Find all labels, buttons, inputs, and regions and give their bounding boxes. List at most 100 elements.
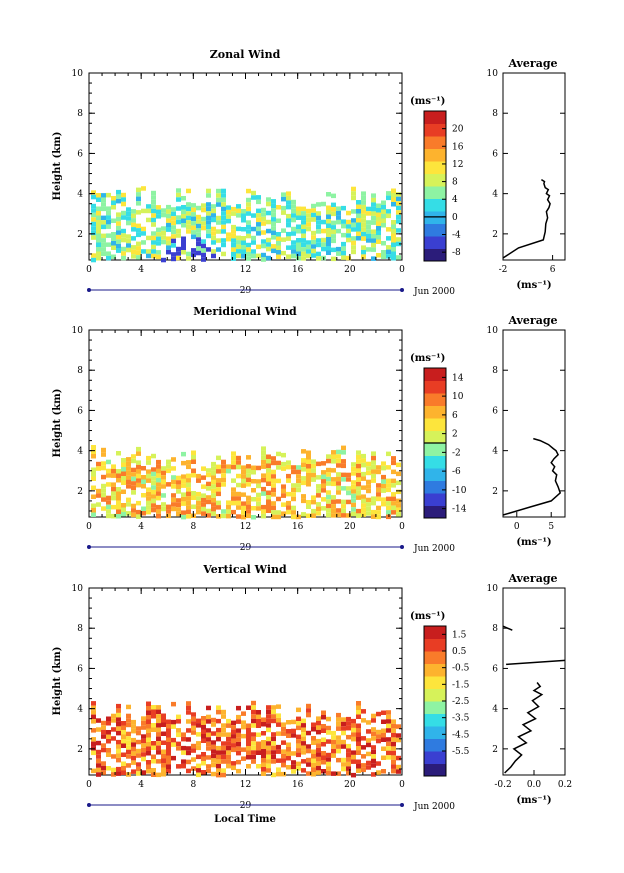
heatmap-cell <box>221 220 226 225</box>
heatmap-cell <box>151 741 156 746</box>
heatmap-cell <box>111 718 116 723</box>
heatmap-cell <box>386 710 391 715</box>
heatmap-cell <box>131 760 136 765</box>
colorbar-swatch <box>424 173 446 187</box>
heatmap-cell <box>111 232 116 237</box>
heatmap-cell <box>306 748 311 754</box>
heatmap-cell <box>171 256 176 262</box>
heatmap-cell <box>326 770 331 776</box>
heatmap-cell <box>331 739 336 745</box>
heatmap-cell <box>276 465 281 470</box>
heatmap-cell <box>246 455 251 460</box>
colorbar-swatch <box>424 405 446 419</box>
heatmap-cell <box>291 213 296 218</box>
heatmap-cell <box>391 483 396 488</box>
heatmap-cell <box>386 728 391 733</box>
heatmap-cell <box>171 475 176 480</box>
heatmap-cell <box>151 213 156 218</box>
heatmap-cell <box>306 708 311 713</box>
heatmap-cell <box>276 713 281 718</box>
heatmap-cell <box>161 772 166 777</box>
heatmap-cell <box>391 233 396 238</box>
heatmap-cell <box>176 741 181 747</box>
heatmap-cell <box>201 725 206 730</box>
heatmap-cell <box>211 502 216 507</box>
heatmap-cell <box>336 219 341 225</box>
heatmap-cell <box>226 732 231 737</box>
heatmap-cell <box>336 454 341 459</box>
heatmap-cell <box>181 496 186 502</box>
heatmap-cell <box>381 465 386 471</box>
profile-y-tick-label: 10 <box>487 326 499 336</box>
heatmap-cell <box>206 513 211 518</box>
heatmap-cell <box>391 238 396 243</box>
colorbar-tick-label: -10 <box>452 486 467 496</box>
heatmap-cell <box>376 496 381 502</box>
heatmap-cell <box>196 723 201 728</box>
heatmap-cell <box>361 195 366 201</box>
heatmap-cell <box>271 745 276 751</box>
heatmap-cell <box>96 772 101 777</box>
heatmap-cell <box>336 210 341 216</box>
heatmap-cell <box>291 199 296 205</box>
heatmap-cell <box>206 714 211 720</box>
heatmap-cell <box>396 764 401 770</box>
heatmap-cell <box>156 750 161 755</box>
heatmap-cell <box>131 724 136 729</box>
heatmap-cell <box>101 251 106 257</box>
heatmap-cell <box>391 247 396 252</box>
heatmap-cell <box>121 721 126 726</box>
heatmap-cell <box>276 236 281 241</box>
heatmap-cell <box>221 513 226 519</box>
heatmap-cell <box>176 498 181 503</box>
heatmap-cell <box>281 452 286 458</box>
heatmap-cell <box>331 247 336 253</box>
heatmap-cell <box>311 248 316 254</box>
heatmap-cell <box>186 746 191 751</box>
heatmap-cell <box>211 461 216 467</box>
heatmap-cell <box>221 727 226 733</box>
heatmap-cell <box>281 210 286 215</box>
heatmap-cell <box>251 479 256 484</box>
heatmap-cell <box>126 713 131 719</box>
colorbar-tick-label: -2 <box>452 448 461 458</box>
heatmap-cell <box>196 219 201 224</box>
heatmap-cell <box>211 479 216 485</box>
heatmap-cell <box>356 459 361 464</box>
heatmap-cell <box>346 716 351 722</box>
heatmap-cell <box>326 214 331 219</box>
heatmap-cell <box>381 254 386 259</box>
heatmap-cell <box>166 227 171 232</box>
heatmap-cell <box>321 237 326 243</box>
heatmap-cell <box>226 750 231 755</box>
heatmap-cell <box>246 482 251 487</box>
heatmap-cell <box>306 762 311 767</box>
heatmap-cell <box>361 503 366 508</box>
heatmap-cell <box>166 213 171 219</box>
heatmap-cell <box>136 500 141 506</box>
heatmap-cell <box>111 513 116 519</box>
zonal-unit-label: (ms⁻¹) <box>410 96 445 107</box>
heatmap-cell <box>351 195 356 201</box>
heatmap-cell <box>351 759 356 764</box>
heatmap-cell <box>196 237 201 242</box>
heatmap-cell <box>256 217 261 223</box>
vertical-title: Vertical Wind <box>202 563 287 576</box>
heatmap-cell <box>181 759 186 764</box>
heatmap-cell <box>116 216 121 222</box>
heatmap-cell <box>186 229 191 234</box>
heatmap-cell <box>396 480 401 486</box>
heatmap-cell <box>331 481 336 487</box>
heatmap-cell <box>136 482 141 488</box>
vertical-date-label: Jun 2000 <box>413 802 455 812</box>
heatmap-cell <box>171 207 176 212</box>
heatmap-cell <box>121 237 126 243</box>
heatmap-cell <box>131 218 136 223</box>
heatmap-cell <box>161 718 166 723</box>
heatmap-cell <box>371 238 376 243</box>
heatmap-cell <box>151 507 156 513</box>
heatmap-cell <box>201 720 206 725</box>
heatmap-cell <box>296 469 301 475</box>
heatmap-cell <box>336 757 341 763</box>
